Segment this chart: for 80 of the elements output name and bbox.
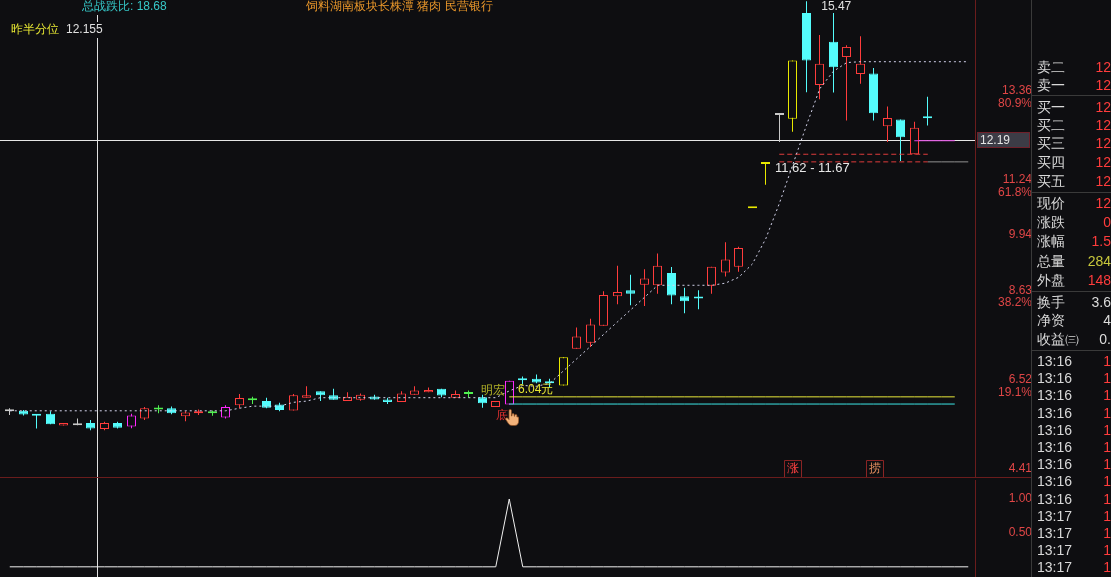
annotation: 11.62 - 11.67 xyxy=(775,159,850,175)
text: 148 xyxy=(1087,272,1111,288)
ref-line-label: 12.19 xyxy=(980,132,1011,147)
text: 外盘 xyxy=(1037,272,1065,288)
text: 12 xyxy=(1095,135,1111,151)
annotation: 12.155 xyxy=(66,22,104,37)
text: 12 xyxy=(1095,195,1111,211)
text: 12 xyxy=(1095,77,1111,93)
annotation: 6.04元 xyxy=(518,382,554,397)
text: 1 xyxy=(1103,421,1111,438)
y2-tick-label: 19.1% xyxy=(997,384,1033,399)
annotation: 总战跌比: 18.68 xyxy=(81,0,168,14)
text: 卖二 xyxy=(1037,59,1065,75)
text: 1 xyxy=(1103,542,1111,559)
text: 13:16 xyxy=(1037,490,1073,507)
y-tick-label: 4.41 xyxy=(1008,461,1033,476)
text: 13:16 xyxy=(1037,353,1073,369)
text: 1 xyxy=(1103,507,1111,524)
text: 12 xyxy=(1095,59,1111,75)
text: 12 xyxy=(1095,154,1111,170)
y2-tick-label: 38.2% xyxy=(997,295,1033,310)
text: 1 xyxy=(1103,559,1111,576)
text: 13:16 xyxy=(1037,421,1073,438)
text: 13:16 xyxy=(1037,370,1073,387)
text: 1 xyxy=(1103,404,1111,421)
text: 收益㈢ xyxy=(1037,331,1079,347)
text: 买三 xyxy=(1037,135,1065,151)
text: 1.5 xyxy=(1091,233,1111,249)
text: 13:16 xyxy=(1037,387,1073,404)
text: 买五 xyxy=(1037,173,1065,189)
text: 1 xyxy=(1103,387,1111,404)
text: 12 xyxy=(1095,117,1111,133)
text: 0 xyxy=(1103,214,1111,230)
y-tick-label: 0.50 xyxy=(1008,525,1033,540)
annotation: 饲料湖南板块长株潭 猪肉 民营银行 xyxy=(305,0,493,14)
text: 0. xyxy=(1099,331,1111,347)
y-tick-label: 6.52 xyxy=(1008,371,1033,386)
y2-tick-label: 80.9% xyxy=(997,95,1033,110)
annotation: 底 xyxy=(496,408,508,423)
text: 13:16 xyxy=(1037,404,1073,421)
text: 3.6 xyxy=(1091,294,1111,310)
text: 1 xyxy=(1103,525,1111,541)
text: 卖一 xyxy=(1037,77,1065,93)
text: 13:16 xyxy=(1037,473,1073,490)
annotation: 昨半分位 xyxy=(11,22,59,37)
text: 4 xyxy=(1103,312,1111,328)
annotation: 15.47 xyxy=(821,0,852,14)
text: 买四 xyxy=(1037,154,1065,170)
text: 净资 xyxy=(1037,312,1065,328)
text: 1 xyxy=(1103,353,1111,369)
text: 13:16 xyxy=(1037,456,1073,473)
text: 13:17 xyxy=(1037,525,1073,541)
text: 1 xyxy=(1103,439,1111,455)
y-tick-label: 1.00 xyxy=(1008,491,1033,506)
text: 13:17 xyxy=(1037,542,1073,559)
text: 13:17 xyxy=(1037,559,1073,576)
text: 1 xyxy=(1103,370,1111,387)
text: 13:16 xyxy=(1037,439,1073,455)
text: 买二 xyxy=(1037,117,1065,133)
annotation: 明宏 xyxy=(481,383,505,398)
text: 买一 xyxy=(1037,99,1065,115)
text: 1 xyxy=(1103,490,1111,507)
y-tick-label: 13.36 xyxy=(1001,82,1033,97)
y-tick-label: 8.63 xyxy=(1008,282,1033,297)
text: 13:17 xyxy=(1037,507,1073,524)
text: 涨跌 xyxy=(1037,214,1065,230)
annotation: 涨 xyxy=(787,461,799,476)
y2-tick-label: 61.8% xyxy=(997,185,1033,200)
y-tick-label: 9.94 xyxy=(1008,227,1033,242)
text: 284 xyxy=(1087,253,1111,269)
text: 换手 xyxy=(1037,294,1065,310)
text: 涨幅 xyxy=(1037,233,1065,249)
text: 1 xyxy=(1103,456,1111,473)
text: 12 xyxy=(1095,173,1111,189)
annotation: 捞 xyxy=(869,461,881,476)
text: 现价 xyxy=(1037,195,1065,211)
y-tick-label: 11.24 xyxy=(1002,172,1033,187)
text: 12 xyxy=(1095,99,1111,115)
text: 总量 xyxy=(1037,253,1065,269)
text: 1 xyxy=(1103,473,1111,490)
